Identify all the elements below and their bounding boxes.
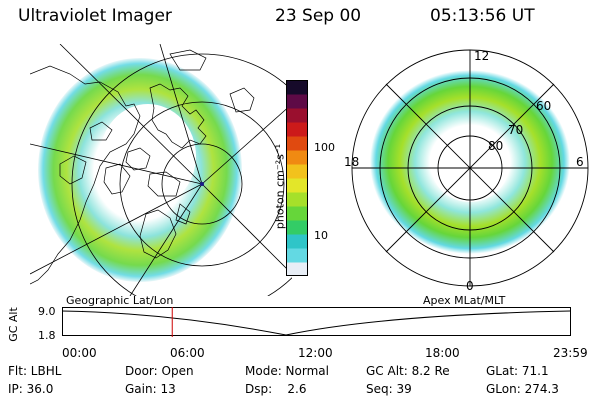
colorbar-segment <box>286 248 308 263</box>
colorbar-segment <box>286 80 308 95</box>
altitude-ytick-top: 9.0 <box>38 305 56 318</box>
altitude-xtick-4: 23:59 <box>553 346 588 360</box>
coastline-outlines <box>30 49 255 285</box>
info-door: Door: Open <box>125 364 194 378</box>
info-gc-alt: GC Alt: 8.2 Re <box>366 364 450 378</box>
colorbar-segment <box>286 164 308 179</box>
instrument-title: Ultraviolet Imager <box>18 6 172 26</box>
mlt-label-6: 6 <box>576 155 584 169</box>
altitude-ytick-bottom: 1.8 <box>38 329 56 342</box>
info-dsp: Dsp: 2.6 <box>245 382 307 396</box>
colorbar-segment <box>286 206 308 221</box>
altitude-xtick-0: 00:00 <box>62 346 97 360</box>
magnetic-polar-plot: 12 6 0 18 60 70 80 <box>344 49 589 293</box>
altitude-curve <box>62 310 571 336</box>
colorbar-unit-label: photon cm⁻²s⁻¹ <box>273 143 287 230</box>
colorbar <box>286 80 308 276</box>
lat-label-80: 80 <box>488 139 503 153</box>
image-date: 23 Sep 00 <box>275 6 362 26</box>
colorbar-border <box>286 80 308 276</box>
geographic-caption: Geographic Lat/Lon <box>66 294 174 307</box>
altitude-xtick-1: 06:00 <box>170 346 205 360</box>
colorbar-segment <box>286 94 308 109</box>
mlt-label-18: 18 <box>344 155 359 169</box>
colorbar-segment <box>286 220 308 235</box>
colorbar-segment <box>286 178 308 193</box>
info-gain: Gain: 13 <box>125 382 176 396</box>
colorbar-segment <box>286 122 308 137</box>
info-ip: IP: 36.0 <box>8 382 54 396</box>
colorbar-tick-100: 100 <box>314 141 335 154</box>
info-seq: Seq: 39 <box>366 382 412 396</box>
altitude-xtick-2: 12:00 <box>298 346 333 360</box>
mlt-label-12: 12 <box>474 49 489 63</box>
colorbar-segment <box>286 262 308 276</box>
colorbar-segment <box>286 192 308 207</box>
info-filter: Flt: LBHL <box>8 364 62 378</box>
mlt-label-0: 0 <box>466 279 474 293</box>
info-glat: GLat: 71.1 <box>486 364 549 378</box>
colorbar-segment <box>286 108 308 123</box>
colorbar-segment <box>286 136 308 151</box>
altitude-plot <box>62 307 571 337</box>
info-glon: GLon: 274.3 <box>486 382 559 396</box>
apex-caption: Apex MLat/MLT <box>423 294 506 307</box>
colorbar-segment <box>286 234 308 249</box>
altitude-xtick-3: 18:00 <box>425 346 460 360</box>
image-time: 05:13:56 UT <box>430 6 535 26</box>
lat-label-70: 70 <box>508 123 523 137</box>
colorbar-tick-10: 10 <box>314 229 328 242</box>
geographic-image <box>30 44 292 296</box>
colorbar-segment <box>286 150 308 165</box>
info-mode: Mode: Normal <box>245 364 329 378</box>
lat-label-60: 60 <box>536 99 551 113</box>
altitude-ylabel: GC Alt <box>6 307 20 342</box>
